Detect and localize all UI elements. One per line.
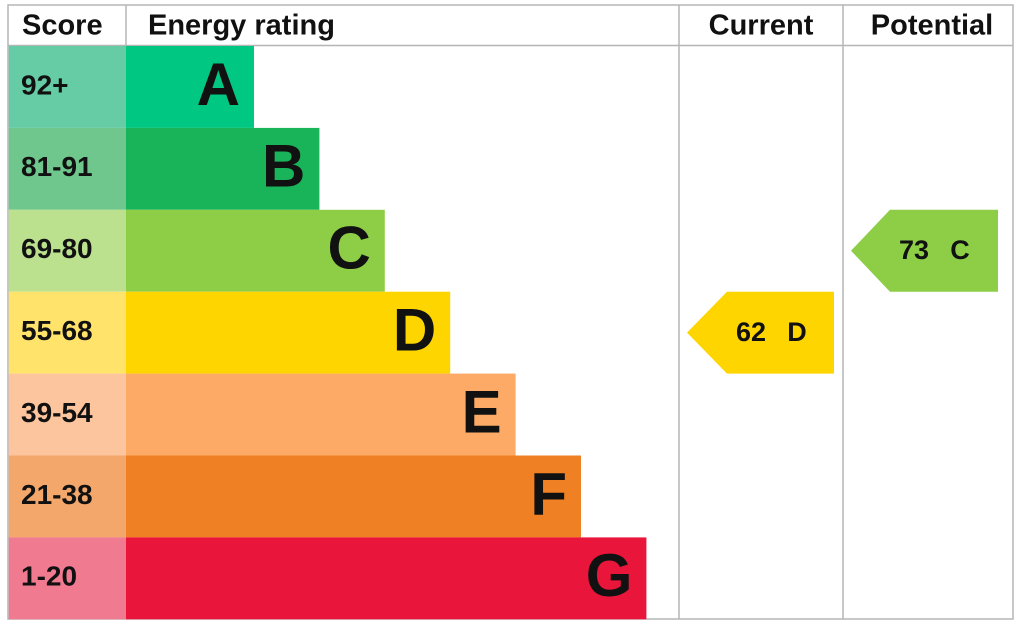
potential-letter: C — [950, 235, 970, 265]
score-label: 69-80 — [21, 233, 93, 264]
score-label: 92+ — [21, 69, 69, 100]
score-cell — [8, 373, 126, 456]
rating-letter: E — [462, 378, 502, 445]
rating-bar — [126, 537, 647, 620]
rating-letter: B — [262, 133, 305, 200]
rating-bar — [126, 209, 385, 292]
score-cell — [8, 537, 126, 620]
rating-bar — [126, 46, 254, 128]
header-score: Score — [22, 10, 103, 42]
rating-letter: C — [327, 215, 370, 282]
rating-bar — [126, 291, 451, 374]
current-arrow — [687, 291, 834, 374]
potential-value: 73 — [899, 235, 929, 265]
potential-arrow — [851, 209, 998, 292]
current-letter: D — [787, 317, 807, 347]
current-value: 62 — [736, 317, 766, 347]
rating-bar — [126, 455, 581, 538]
rating-letter: G — [586, 542, 633, 609]
rating-letter: D — [393, 296, 436, 363]
score-cell — [8, 291, 126, 374]
score-cell — [8, 455, 126, 538]
score-label: 55-68 — [21, 315, 93, 346]
score-label: 81-91 — [21, 151, 93, 182]
score-cell — [8, 46, 126, 128]
score-label: 21-38 — [21, 479, 93, 510]
header-current: Current — [709, 10, 814, 42]
header-potential: Potential — [871, 10, 993, 42]
rating-bar — [126, 127, 320, 210]
rating-bar — [126, 373, 516, 456]
score-label: 39-54 — [21, 397, 93, 428]
score-cell — [8, 127, 126, 210]
score-label: 1-20 — [21, 561, 77, 592]
score-cell — [8, 209, 126, 292]
rating-letter: A — [197, 51, 240, 118]
header-energy-rating: Energy rating — [148, 10, 335, 42]
rating-letter: F — [530, 460, 567, 527]
